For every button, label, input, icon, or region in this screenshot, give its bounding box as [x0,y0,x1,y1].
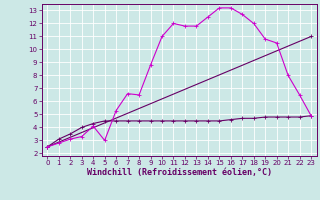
X-axis label: Windchill (Refroidissement éolien,°C): Windchill (Refroidissement éolien,°C) [87,168,272,177]
